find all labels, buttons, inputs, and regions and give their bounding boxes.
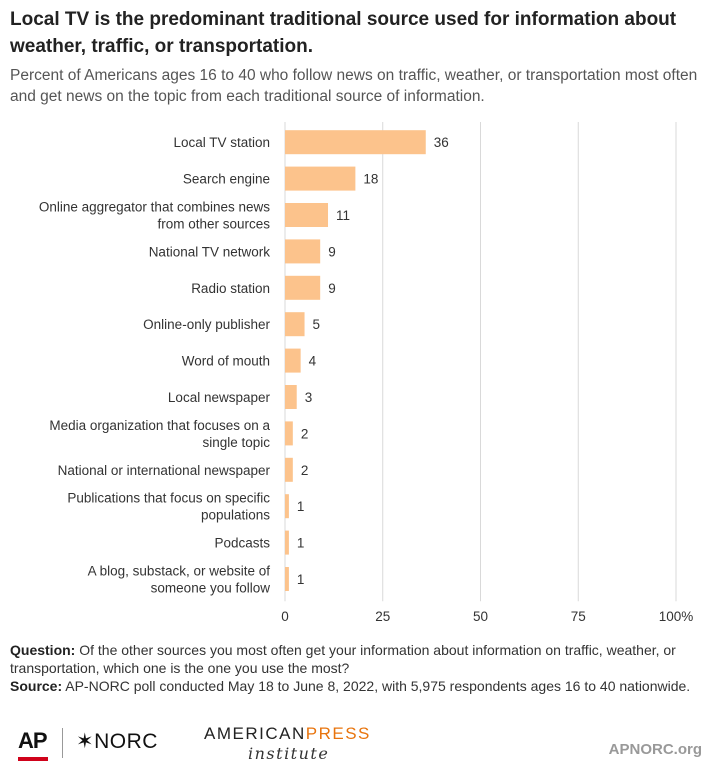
chart-notes: Question: Of the other sources you most … bbox=[10, 641, 705, 695]
footer: AP ✶NORC AMERICANPRESS institute APNORC.… bbox=[0, 722, 712, 776]
data-label: 18 bbox=[363, 172, 378, 187]
bar bbox=[285, 166, 356, 191]
category-label: National or international newspaper bbox=[58, 463, 271, 478]
bar bbox=[285, 385, 297, 409]
category-label: National TV network bbox=[149, 244, 271, 259]
data-label: 1 bbox=[297, 536, 305, 551]
category-label: Search engine bbox=[183, 172, 270, 187]
category-label: Local TV station bbox=[173, 135, 270, 150]
api-logo-american: AMERICAN bbox=[204, 724, 306, 743]
bar bbox=[285, 567, 289, 591]
bar bbox=[285, 239, 321, 264]
category-label: Word of mouth bbox=[182, 354, 270, 369]
category-label: Radio station bbox=[191, 281, 270, 296]
category-label: Podcasts bbox=[214, 536, 270, 551]
data-label: 2 bbox=[301, 426, 309, 441]
x-tick-label: 0 bbox=[281, 609, 289, 624]
x-tick-label: 75 bbox=[571, 609, 586, 624]
category-label: Media organization that focuses on a sing… bbox=[49, 418, 270, 450]
bar bbox=[285, 421, 293, 446]
category-label: A blog, substack, or website of someone y… bbox=[88, 564, 271, 596]
data-label: 11 bbox=[336, 208, 350, 223]
logo-divider bbox=[62, 728, 63, 758]
question-note: Question: Of the other sources you most … bbox=[10, 641, 705, 677]
data-label: 3 bbox=[305, 390, 313, 405]
chart-title: Local TV is the predominant traditional … bbox=[10, 9, 677, 57]
api-logo-institute: institute bbox=[248, 744, 330, 763]
data-label: 1 bbox=[297, 499, 305, 514]
api-logo-press: PRESS bbox=[305, 724, 371, 743]
bar bbox=[285, 275, 321, 300]
american-press-institute-logo: AMERICANPRESS institute bbox=[204, 724, 374, 763]
data-label: 1 bbox=[297, 572, 305, 587]
bar bbox=[285, 130, 426, 155]
category-label: Local newspaper bbox=[168, 390, 271, 405]
bar bbox=[285, 530, 289, 555]
norc-logo: ✶NORC bbox=[76, 730, 158, 753]
data-label: 2 bbox=[301, 463, 309, 478]
site-link[interactable]: APNORC.org bbox=[608, 741, 702, 758]
data-label: 9 bbox=[328, 281, 336, 296]
source-text: AP-NORC poll conducted May 18 to June 8,… bbox=[62, 678, 691, 694]
ap-logo: AP bbox=[18, 728, 48, 753]
question-text: Of the other sources you most often get … bbox=[10, 642, 676, 676]
source-label: Source: bbox=[10, 678, 63, 694]
category-label: Online aggregator that combines news from… bbox=[39, 200, 270, 232]
data-label: 4 bbox=[309, 354, 317, 369]
data-label: 9 bbox=[328, 244, 336, 259]
x-tick-label: 25 bbox=[375, 609, 390, 624]
data-label: 5 bbox=[313, 317, 321, 332]
bar bbox=[285, 203, 329, 227]
data-label: 36 bbox=[434, 135, 449, 150]
chart-subtitle: Percent of Americans ages 16 to 40 who f… bbox=[10, 67, 698, 105]
question-label: Question: bbox=[10, 642, 76, 658]
bar bbox=[285, 457, 293, 482]
x-tick-label: 100% bbox=[659, 609, 694, 624]
bar bbox=[285, 312, 305, 337]
source-note: Source: AP-NORC poll conducted May 18 to… bbox=[10, 677, 705, 695]
ap-logo-underline bbox=[18, 757, 48, 761]
category-label: Online-only publisher bbox=[143, 317, 270, 332]
category-label: Publications that focus on specific popul… bbox=[67, 491, 270, 523]
bar bbox=[285, 348, 301, 373]
x-tick-label: 50 bbox=[473, 609, 488, 624]
bar bbox=[285, 494, 289, 519]
